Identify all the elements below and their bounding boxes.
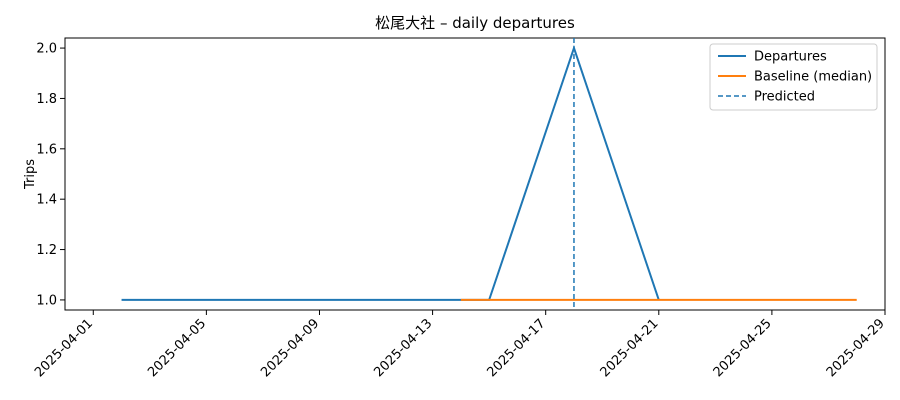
y-tick-label: 1.0: [36, 293, 57, 308]
legend: Departures Baseline (median) Predicted: [709, 43, 878, 111]
series-line-departures: [121, 44, 660, 301]
legend-label: Predicted: [754, 90, 815, 105]
chart-title: 松尾大社 – daily departures: [375, 14, 575, 32]
plot-frame: [64, 37, 886, 311]
y-axis-label: Trips: [23, 159, 38, 190]
x-tick-label: 2025-04-09: [258, 316, 322, 380]
x-tick-label: 2025-04-13: [371, 316, 435, 380]
x-tick-label: 2025-04-29: [824, 316, 888, 380]
legend-box: [709, 43, 878, 111]
y-tick-label: 2.0: [36, 42, 57, 57]
x-tick-label: 2025-04-05: [145, 316, 209, 380]
legend-label: Departures: [754, 50, 827, 65]
legend-label: Baseline (median): [754, 70, 872, 85]
x-tick-label: 2025-04-21: [598, 316, 662, 380]
x-tick-label: 2025-04-01: [32, 316, 96, 380]
x-tick-label: 2025-04-17: [484, 316, 548, 380]
y-tick-label: 1.2: [36, 243, 57, 258]
y-tick-label: 1.6: [36, 142, 57, 157]
y-tick-label: 1.4: [36, 193, 57, 208]
y-tick-label: 1.8: [36, 92, 57, 107]
x-tick-label: 2025-04-25: [711, 316, 775, 380]
